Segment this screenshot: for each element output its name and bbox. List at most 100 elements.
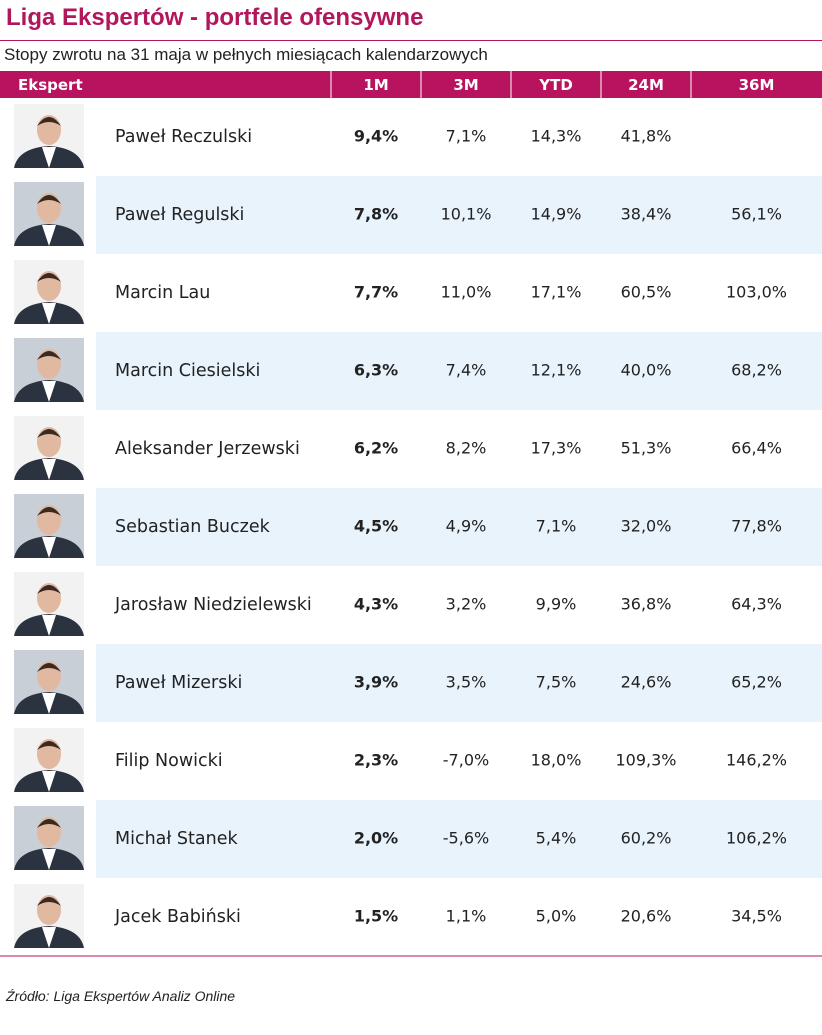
cell: 18,0% (531, 751, 582, 770)
cell: 8,2% (446, 439, 487, 458)
header-cell: 3M (453, 76, 478, 94)
row-band (96, 800, 822, 878)
cell: 2,3% (354, 751, 398, 770)
cell: 3,5% (446, 673, 487, 692)
expert-name: Marcin Ciesielski (115, 361, 260, 381)
expert-name: Filip Nowicki (115, 751, 223, 771)
cell: 1,1% (446, 907, 487, 926)
cell: 9,9% (536, 595, 577, 614)
cell: 5,4% (536, 829, 577, 848)
cell: 4,9% (446, 517, 487, 536)
cell: 3,2% (446, 595, 487, 614)
avatar-shirt (42, 771, 56, 792)
avatar-shirt (42, 927, 56, 948)
expert-name: Paweł Mizerski (115, 673, 242, 693)
cell: 66,4% (731, 439, 782, 458)
avatar-hair (37, 819, 61, 828)
cell: 9,4% (354, 127, 398, 146)
avatar-shirt (42, 459, 56, 480)
cell: 34,5% (731, 907, 782, 926)
rule (0, 40, 822, 41)
avatar-hair (37, 663, 61, 672)
header-cell: 24M (628, 76, 664, 94)
subtitle: Stopy zwrotu na 31 maja w pełnych miesią… (4, 45, 488, 64)
cell: 38,4% (621, 205, 672, 224)
cell: 7,1% (536, 517, 577, 536)
cell: 56,1% (731, 205, 782, 224)
avatar-shirt (42, 693, 56, 714)
cell: 51,3% (621, 439, 672, 458)
cell: 32,0% (621, 517, 672, 536)
avatar-shirt (42, 381, 56, 402)
cell: 64,3% (731, 595, 782, 614)
cell: 60,5% (621, 283, 672, 302)
cell: 17,3% (531, 439, 582, 458)
cell: 103,0% (726, 283, 787, 302)
header-cell: YTD (538, 76, 573, 94)
expert-name: Marcin Lau (115, 283, 210, 303)
cell: 4,3% (354, 595, 398, 614)
avatar-hair (37, 117, 61, 126)
expert-name: Michał Stanek (115, 829, 238, 849)
avatar-shirt (42, 147, 56, 168)
cell: 7,4% (446, 361, 487, 380)
avatar-shirt (42, 303, 56, 324)
row-band (96, 644, 822, 722)
header-cell: 36M (739, 76, 775, 94)
avatar-hair (37, 195, 61, 204)
cell: 41,8% (621, 127, 672, 146)
avatar-hair (37, 429, 61, 438)
avatar-hair (37, 507, 61, 516)
avatar-shirt (42, 537, 56, 558)
avatar-hair (37, 585, 61, 594)
cell: 10,1% (441, 205, 492, 224)
avatar-shirt (42, 849, 56, 870)
cell: 1,5% (354, 907, 398, 926)
expert-name: Jarosław Niedzielewski (114, 595, 312, 615)
cell: 17,1% (531, 283, 582, 302)
cell: 40,0% (621, 361, 672, 380)
cell: -7,0% (443, 751, 489, 770)
cell: -5,6% (443, 829, 489, 848)
avatar-hair (37, 273, 61, 282)
avatar-hair (37, 351, 61, 360)
cell: 106,2% (726, 829, 787, 848)
avatar-hair (37, 897, 61, 906)
header-cell: 1M (363, 76, 388, 94)
title: Liga Ekspertów - portfele ofensywne (6, 4, 424, 31)
cell: 11,0% (441, 283, 492, 302)
cell: 60,2% (621, 829, 672, 848)
cell: 7,1% (446, 127, 487, 146)
expert-name: Paweł Regulski (115, 205, 244, 225)
cell: 24,6% (621, 673, 672, 692)
header-bg (0, 71, 822, 98)
avatar-shirt (42, 615, 56, 636)
cell: 146,2% (726, 751, 787, 770)
cell: 7,7% (354, 283, 398, 302)
cell: 65,2% (731, 673, 782, 692)
row-band (96, 332, 822, 410)
cell: 7,8% (354, 205, 398, 224)
cell: 7,5% (536, 673, 577, 692)
source: Źródło: Liga Ekspertów Analiz Online (6, 988, 236, 1004)
cell: 36,8% (621, 595, 672, 614)
row-band (96, 488, 822, 566)
expert-name: Aleksander Jerzewski (115, 439, 300, 459)
expert-name: Jacek Babiński (114, 907, 241, 927)
cell: 109,3% (615, 751, 676, 770)
cell: 14,3% (531, 127, 582, 146)
cell: 3,9% (354, 673, 398, 692)
cell: 6,2% (354, 439, 398, 458)
avatar-shirt (42, 225, 56, 246)
cell: 77,8% (731, 517, 782, 536)
cell: 12,1% (531, 361, 582, 380)
cell: 14,9% (531, 205, 582, 224)
row-band (96, 176, 822, 254)
expert-name: Sebastian Buczek (115, 517, 271, 537)
cell: 4,5% (354, 517, 398, 536)
cell: 5,0% (536, 907, 577, 926)
cell: 20,6% (621, 907, 672, 926)
header-cell: Ekspert (18, 76, 83, 94)
